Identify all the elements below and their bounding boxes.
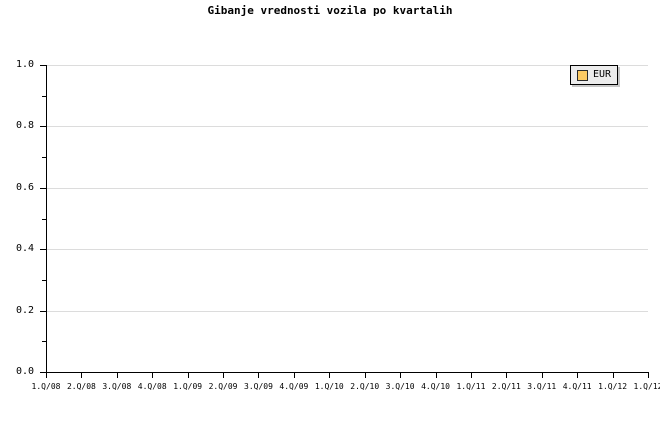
x-axis-tick: [223, 373, 224, 378]
gridline: [46, 187, 648, 189]
y-axis-tick: [40, 372, 46, 373]
x-axis-tick-label: 1.Q/12: [633, 382, 660, 391]
x-axis-tick-label: 1.Q/09: [173, 382, 203, 391]
y-axis-tick-label: 0.0: [15, 366, 34, 377]
y-axis-tick-label: 1.0: [15, 59, 34, 70]
x-axis-tick: [152, 373, 153, 378]
y-axis-minor-tick: [42, 157, 46, 159]
x-axis-tick: [506, 373, 507, 378]
x-axis-tick-label: 3.Q/08: [102, 382, 132, 391]
chart-legend[interactable]: EUR: [570, 65, 619, 85]
x-axis-tick: [471, 373, 472, 378]
x-axis-tick-label: 1.Q/10: [314, 382, 344, 391]
gridline: [46, 310, 648, 312]
gridline: [46, 249, 648, 251]
gridline: [46, 65, 648, 66]
y-axis-minor-tick: [42, 218, 46, 220]
x-axis-tick-label: 2.Q/08: [66, 382, 96, 391]
x-axis-tick: [648, 373, 649, 378]
gridline: [46, 126, 648, 128]
x-axis-tick: [542, 373, 543, 378]
x-axis-tick-label: 4.Q/11: [562, 382, 592, 391]
y-axis-tick: [40, 310, 46, 312]
y-axis-minor-tick: [42, 341, 46, 343]
x-axis-tick: [400, 373, 401, 378]
y-axis-minor-tick: [42, 95, 46, 97]
x-axis-tick: [294, 373, 295, 378]
y-axis-tick: [40, 65, 46, 66]
x-axis-tick-label: 4.Q/08: [137, 382, 167, 391]
x-axis-tick-label: 4.Q/09: [279, 382, 309, 391]
x-axis-tick-label: 1.Q/08: [31, 382, 61, 391]
x-axis-tick-label: 3.Q/10: [385, 382, 415, 391]
y-axis-tick-label: 0.2: [15, 304, 34, 316]
x-axis-tick-label: 3.Q/09: [244, 382, 273, 391]
x-axis-tick: [436, 373, 437, 378]
x-axis-tick: [117, 373, 118, 378]
x-axis-tick: [613, 373, 614, 378]
x-axis-tick: [329, 373, 330, 378]
x-axis-tick: [577, 373, 578, 378]
y-axis-tick-label: 0.8: [15, 120, 34, 132]
legend-label: EUR: [593, 69, 612, 80]
x-axis-line: [46, 372, 649, 373]
y-axis-tick: [40, 187, 46, 189]
x-axis-tick-label: 2.Q/11: [491, 382, 521, 391]
x-axis-tick: [258, 373, 259, 378]
x-axis-tick: [46, 373, 47, 378]
x-axis-tick-label: 2.Q/10: [350, 382, 380, 391]
legend-swatch-icon: [577, 69, 588, 81]
y-axis-tick: [40, 126, 46, 128]
plot-background: [46, 65, 648, 372]
x-axis-tick-label: 3.Q/11: [527, 382, 557, 391]
y-axis-minor-tick: [42, 279, 46, 281]
y-axis-line: [46, 65, 47, 373]
x-axis-tick-label: 2.Q/09: [208, 382, 238, 391]
chart-title: Gibanje vrednosti vozila po kvartalih: [207, 4, 453, 17]
x-axis-tick-label: 4.Q/10: [421, 382, 450, 391]
x-axis-tick: [188, 373, 189, 378]
x-axis-tick: [81, 373, 82, 378]
y-axis-tick: [40, 249, 46, 251]
y-axis-tick-label: 0.6: [15, 181, 34, 193]
legend-entry[interactable]: EUR: [577, 69, 611, 81]
y-axis-tick-label: 0.4: [15, 243, 34, 255]
x-axis-tick-label: 1.Q/12: [598, 382, 628, 391]
plot-area: [46, 65, 648, 372]
x-axis-tick: [365, 373, 366, 378]
x-axis-tick-label: 1.Q/11: [456, 382, 486, 391]
